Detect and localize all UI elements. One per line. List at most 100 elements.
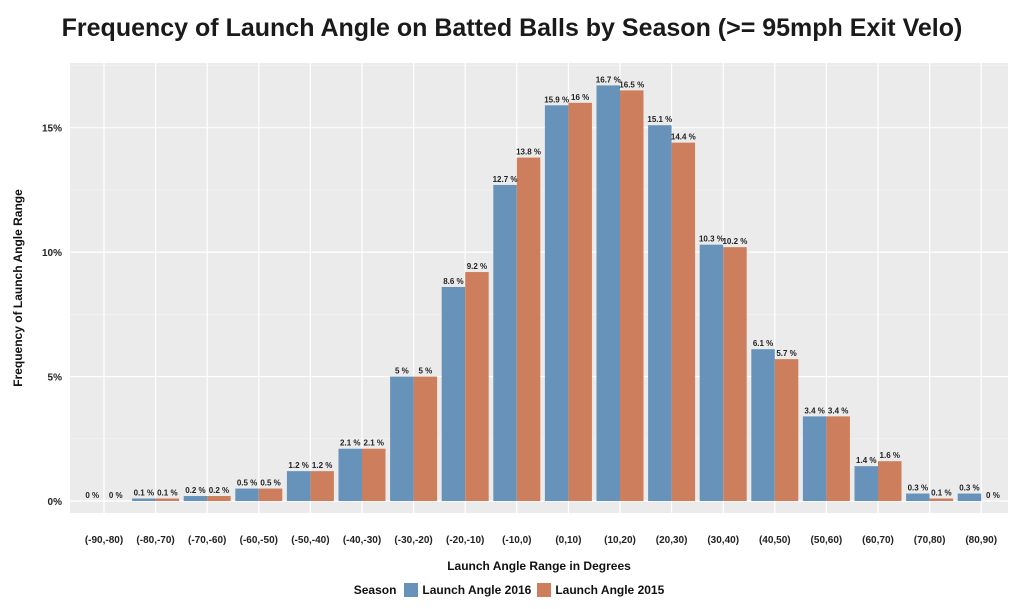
data-label-2016-2: 0.2 % [185, 486, 205, 495]
data-label-2015-5: 2.1 % [364, 439, 384, 448]
x-tick-label: (70,80) [914, 535, 946, 546]
data-label-2016-1: 0.1 % [134, 489, 154, 498]
data-label-2016-13: 6.1 % [753, 339, 773, 348]
data-label-2016-7: 8.6 % [443, 277, 463, 286]
bar-2015-2 [207, 496, 231, 501]
legend-swatch-2015 [537, 583, 552, 597]
data-labels-group: 0 % 0.1 % 0.2 % 0.5 % 1.2 % 2.1 % 5 % 8.6 % 12.7… [85, 75, 999, 500]
bar-2016-17 [957, 493, 982, 501]
bar-2015-16 [929, 498, 954, 501]
bar-2016-10 [596, 85, 620, 501]
x-tick-label: (-50,-40) [291, 535, 329, 546]
x-tick-label: (30,40) [707, 535, 739, 546]
bar-2015-11 [671, 142, 696, 502]
x-tick-label: (80,90) [965, 535, 997, 546]
bar-2015-12 [723, 247, 747, 501]
y-tick-label: 15% [42, 124, 62, 135]
bar-2016-12 [699, 244, 724, 501]
data-label-2016-6: 5 % [395, 367, 409, 376]
chart-title: Frequency of Launch Angle on Batted Ball… [61, 14, 963, 42]
bar-2016-5 [338, 448, 362, 501]
y-tick-label: 0% [48, 497, 63, 508]
data-label-2015-0: 0 % [109, 491, 123, 500]
data-label-2016-3: 0.5 % [237, 479, 257, 488]
data-label-2016-12: 10.3 % [699, 235, 724, 244]
y-ticks-group: 0% 5% 10% 15% [42, 124, 62, 508]
x-axis-label: Launch Angle Range in Degrees [447, 559, 631, 573]
data-label-2015-9: 16 % [571, 93, 589, 102]
data-label-2016-15: 1.4 % [856, 456, 876, 465]
legend: Season Launch Angle 2016 Launch Angle 20… [0, 583, 1024, 597]
bar-2016-16 [906, 493, 930, 501]
legend-item-2015: Launch Angle 2015 [537, 583, 664, 597]
bar-2016-11 [648, 125, 672, 501]
data-label-2015-2: 0.2 % [209, 486, 229, 495]
data-label-2016-4: 1.2 % [288, 461, 308, 470]
data-label-2015-12: 10.2 % [722, 237, 747, 246]
bar-2016-14 [802, 416, 827, 501]
x-tick-label: (40,50) [759, 535, 791, 546]
bar-2015-9 [568, 102, 592, 502]
bar-2015-5 [362, 448, 386, 501]
bar-2016-9 [544, 105, 569, 501]
data-label-2016-11: 15.1 % [647, 115, 672, 124]
data-label-2015-4: 1.2 % [312, 461, 332, 470]
x-tick-label: (20,30) [656, 535, 688, 546]
bar-2016-15 [854, 466, 878, 501]
y-tick-label: 10% [42, 248, 62, 259]
bar-2015-14 [826, 416, 850, 501]
data-label-2015-3: 0.5 % [260, 479, 280, 488]
data-label-2015-6: 5 % [418, 367, 432, 376]
x-tick-label: (-60,-50) [240, 535, 278, 546]
data-label-2015-11: 14.4 % [671, 133, 696, 142]
bar-2015-3 [258, 488, 283, 501]
bar-2016-4 [286, 471, 311, 501]
x-tick-label: (50,60) [811, 535, 843, 546]
bar-2016-6 [390, 376, 414, 501]
bar-2016-13 [751, 349, 775, 501]
bar-2016-1 [132, 498, 156, 501]
data-label-2016-9: 15.9 % [544, 95, 569, 104]
data-label-2015-8: 13.8 % [516, 148, 541, 157]
data-label-2015-7: 9.2 % [467, 262, 487, 271]
data-label-2016-5: 2.1 % [340, 439, 360, 448]
bar-2015-15 [878, 461, 902, 501]
data-label-2015-1: 0.1 % [157, 489, 177, 498]
x-tick-label: (0,10) [555, 535, 581, 546]
x-ticks-group: (-90,-80) (-80,-70) (-70,-60) (-60,-50) (-50… [85, 535, 997, 546]
bar-2015-10 [620, 90, 644, 501]
data-label-2016-17: 0.3 % [959, 484, 979, 493]
x-tick-label: (-80,-70) [136, 535, 174, 546]
x-tick-label: (-30,-20) [394, 535, 432, 546]
bar-2015-1 [155, 498, 180, 501]
x-tick-label: (-90,-80) [85, 535, 123, 546]
data-label-2016-16: 0.3 % [908, 484, 928, 493]
data-label-2016-14: 3.4 % [804, 406, 824, 415]
legend-title: Season [353, 583, 397, 597]
data-label-2015-17: 0 % [986, 491, 1000, 500]
x-tick-label: (-20,-10) [446, 535, 484, 546]
data-label-2016-8: 12.7 % [493, 175, 518, 184]
legend-label-2015: Launch Angle 2015 [555, 583, 665, 597]
legend-swatch-2016 [404, 583, 419, 597]
bar-2015-4 [310, 471, 334, 501]
data-label-2015-15: 1.6 % [880, 451, 900, 460]
bar-2016-7 [441, 286, 466, 501]
data-label-2016-10: 16.7 % [596, 75, 621, 84]
x-tick-label: (10,20) [604, 535, 636, 546]
x-tick-label: (-10,0) [502, 535, 531, 546]
bar-chart: 0 % 0.1 % 0.2 % 0.5 % 1.2 % 2.1 % 5 % 8.6 % 12.7… [11, 63, 1008, 573]
y-axis-label: Frequency of Launch Angle Range [11, 189, 25, 387]
data-label-2015-14: 3.4 % [828, 406, 848, 415]
data-label-2016-0: 0 % [85, 491, 99, 500]
x-tick-label: (60,70) [862, 535, 894, 546]
data-label-2015-10: 16.5 % [619, 80, 644, 89]
bar-2015-13 [774, 359, 799, 501]
bar-2016-2 [183, 496, 208, 501]
data-label-2015-16: 0.1 % [931, 489, 951, 498]
bar-2015-6 [413, 376, 438, 501]
bar-2015-8 [516, 157, 541, 501]
x-tick-label: (-40,-30) [343, 535, 381, 546]
x-tick-label: (-70,-60) [188, 535, 226, 546]
data-label-2015-13: 5.7 % [776, 349, 796, 358]
